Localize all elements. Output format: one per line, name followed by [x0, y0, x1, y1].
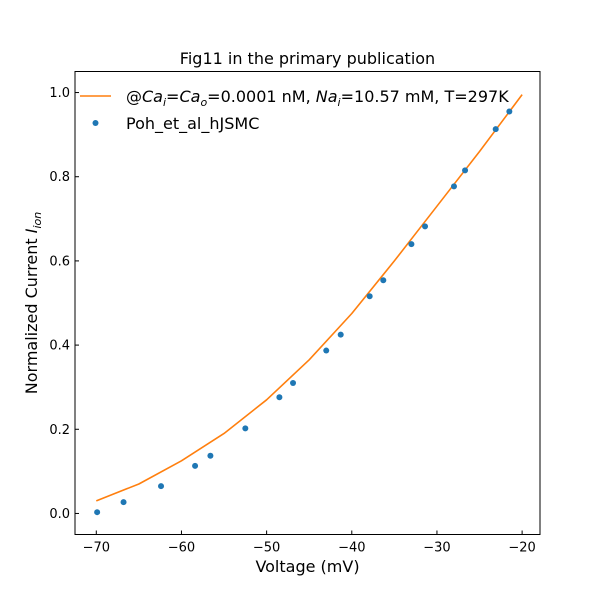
x-tick-label: −70 [83, 541, 110, 556]
plot-area [94, 94, 523, 516]
legend-model-ca-i: Ca [142, 87, 163, 106]
scatter-series-poh [94, 108, 513, 516]
y-tick-label: 0.2 [49, 423, 70, 438]
legend-model-ca-o: Ca [179, 87, 200, 106]
scatter-point [408, 241, 415, 248]
y-tick-label: 0.0 [49, 507, 70, 522]
scatter-point [422, 223, 429, 230]
y-tick-label: 1.0 [49, 86, 70, 101]
scatter-point [450, 183, 457, 190]
x-axis-label: Voltage (mV) [255, 557, 359, 576]
scatter-point [94, 509, 101, 516]
legend-model-ca-o-sub: o [200, 96, 207, 109]
legend-entry-poh: Poh_et_al_hJSMC [126, 114, 259, 134]
x-tick-label: −60 [168, 541, 195, 556]
scatter-point [242, 425, 249, 432]
legend-model-prefix: @ [126, 87, 142, 106]
scatter-point [158, 483, 165, 490]
scatter-point [462, 167, 469, 174]
x-axis: −70 −60 −50 −40 −30 −20 [83, 530, 536, 556]
plot-frame [74, 71, 541, 535]
scatter-point [290, 379, 297, 386]
scatter-point [337, 331, 344, 338]
y-tick-label: 0.8 [49, 170, 70, 185]
y-tick-label: 0.4 [49, 339, 70, 354]
scatter-point [192, 462, 199, 469]
legend-model-rest: =10.57 mM, T=297K [341, 87, 510, 106]
scatter-point [207, 452, 214, 459]
legend-dot-swatch [92, 120, 99, 126]
series-line-model [95, 94, 523, 502]
scatter-point [120, 499, 127, 506]
x-tick-label: −20 [508, 541, 535, 556]
y-axis-label-main: Normalized Current [22, 233, 41, 394]
x-tick-label: −30 [423, 541, 450, 556]
scatter-point [492, 126, 499, 133]
y-axis-label-symbol: I [22, 228, 41, 233]
legend-model-na-sub: i [338, 96, 341, 109]
legend-model-equals: = [166, 87, 179, 106]
legend-model-ca-value: =0.0001 nM, [207, 87, 316, 106]
scatter-point [366, 293, 373, 300]
chart-title: Fig11 in the primary publication [180, 49, 435, 68]
scatter-point [323, 347, 330, 354]
scatter-point [380, 277, 387, 284]
y-axis-label: Normalized Current Iion [22, 212, 44, 395]
y-axis: 0.0 0.2 0.4 0.6 0.8 1.0 [49, 86, 79, 522]
x-tick-label: −40 [338, 541, 365, 556]
x-tick-label: −50 [253, 541, 280, 556]
legend-model-ca-i-sub: i [163, 96, 166, 109]
legend-entry-model: @Cai=Cao=0.0001 nM, Nai=10.57 mM, T=297K [126, 87, 509, 109]
legend-model-na: Na [316, 87, 338, 106]
y-tick-label: 0.6 [49, 254, 70, 269]
y-axis-label-subscript: ion [31, 212, 44, 229]
scatter-point [506, 108, 513, 115]
scatter-point [276, 394, 283, 401]
legend: @Cai=Cao=0.0001 nM, Nai=10.57 mM, T=297K… [80, 87, 509, 134]
